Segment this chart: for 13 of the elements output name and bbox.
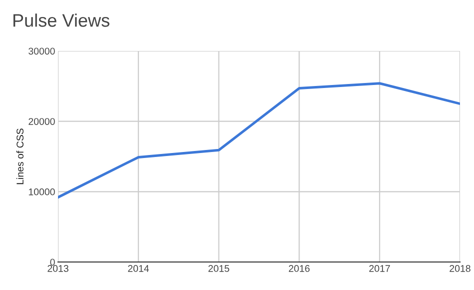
- x-tick-label: 2015: [208, 265, 230, 272]
- x-tick-label: 2014: [128, 265, 149, 272]
- y-tick-label: 0: [50, 258, 55, 266]
- y-tick-label: 10000: [28, 188, 55, 196]
- x-tick-label: 2018: [450, 265, 470, 272]
- y-tick-label: 30000: [28, 48, 55, 55]
- y-axis-title: Lines of CSS: [16, 128, 24, 184]
- x-tick-label: 2013: [48, 265, 68, 272]
- x-tick-label: 2016: [288, 265, 310, 272]
- line-series: [58, 82, 460, 199]
- x-tick-label: 2017: [369, 265, 390, 272]
- y-tick-label: 20000: [28, 118, 55, 125]
- chart-title: Pulse Views: [13, 14, 110, 27]
